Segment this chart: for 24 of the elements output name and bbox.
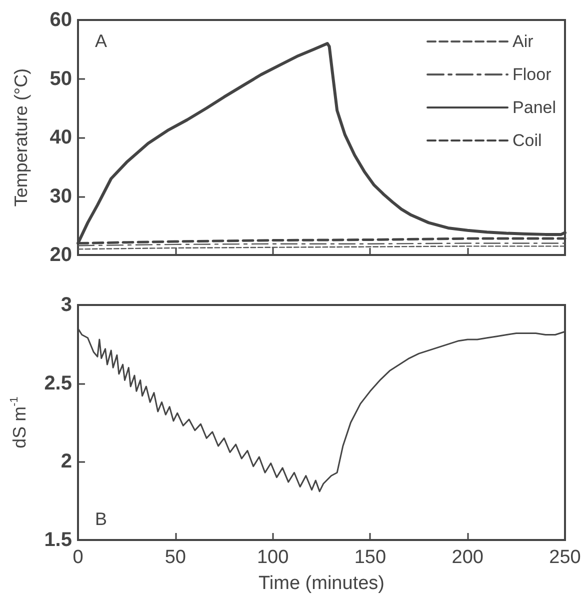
x-tick-label: 200 [452, 547, 484, 568]
y-tick-label: 3 [60, 294, 72, 316]
legend-label: Floor [512, 65, 552, 84]
y-tick-label: 30 [50, 185, 72, 208]
x-tick-label: 100 [256, 547, 289, 568]
annotation: A [95, 31, 108, 51]
legend-label: Coil [512, 131, 542, 150]
x-tick-label: 50 [164, 547, 186, 568]
y-axis-title: dS m-1 [8, 396, 30, 448]
y-tick-label: 2 [60, 450, 72, 473]
x-tick-label: 250 [549, 547, 581, 568]
x-tick-label: 0 [72, 547, 84, 568]
legend-label: Panel [512, 98, 556, 117]
y-tick-label: 2.5 [44, 372, 72, 394]
y-tick-label: 1.5 [44, 529, 72, 551]
y-tick-label: 50 [50, 68, 72, 90]
y-tick-label: 20 [50, 244, 72, 266]
x-tick-label: 150 [354, 547, 386, 568]
legend-label: Air [512, 32, 534, 51]
y-tick-label: 40 [50, 126, 72, 148]
annotation: B [95, 509, 108, 529]
y-axis-title: Temperature (°C) [11, 68, 31, 207]
x-axis-title: Time (minutes) [258, 573, 384, 594]
y-tick-label: 60 [50, 9, 72, 31]
